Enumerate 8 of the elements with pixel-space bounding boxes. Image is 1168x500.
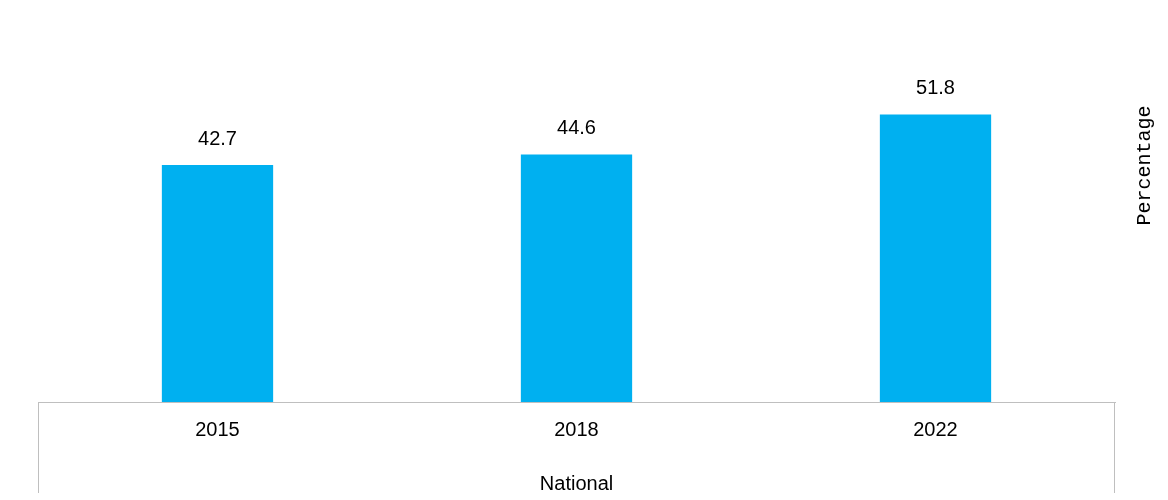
x-tick-label: 2022 (913, 417, 958, 440)
data-label: 42.7 (198, 126, 237, 149)
y-axis-title: Percentage (1133, 105, 1157, 226)
data-label: 51.8 (916, 76, 955, 99)
x-axis-title: National (539, 471, 614, 494)
x-tick-label: 2015 (195, 417, 240, 440)
data-label: 44.6 (557, 115, 596, 138)
x-tick-label: 2018 (554, 417, 599, 440)
